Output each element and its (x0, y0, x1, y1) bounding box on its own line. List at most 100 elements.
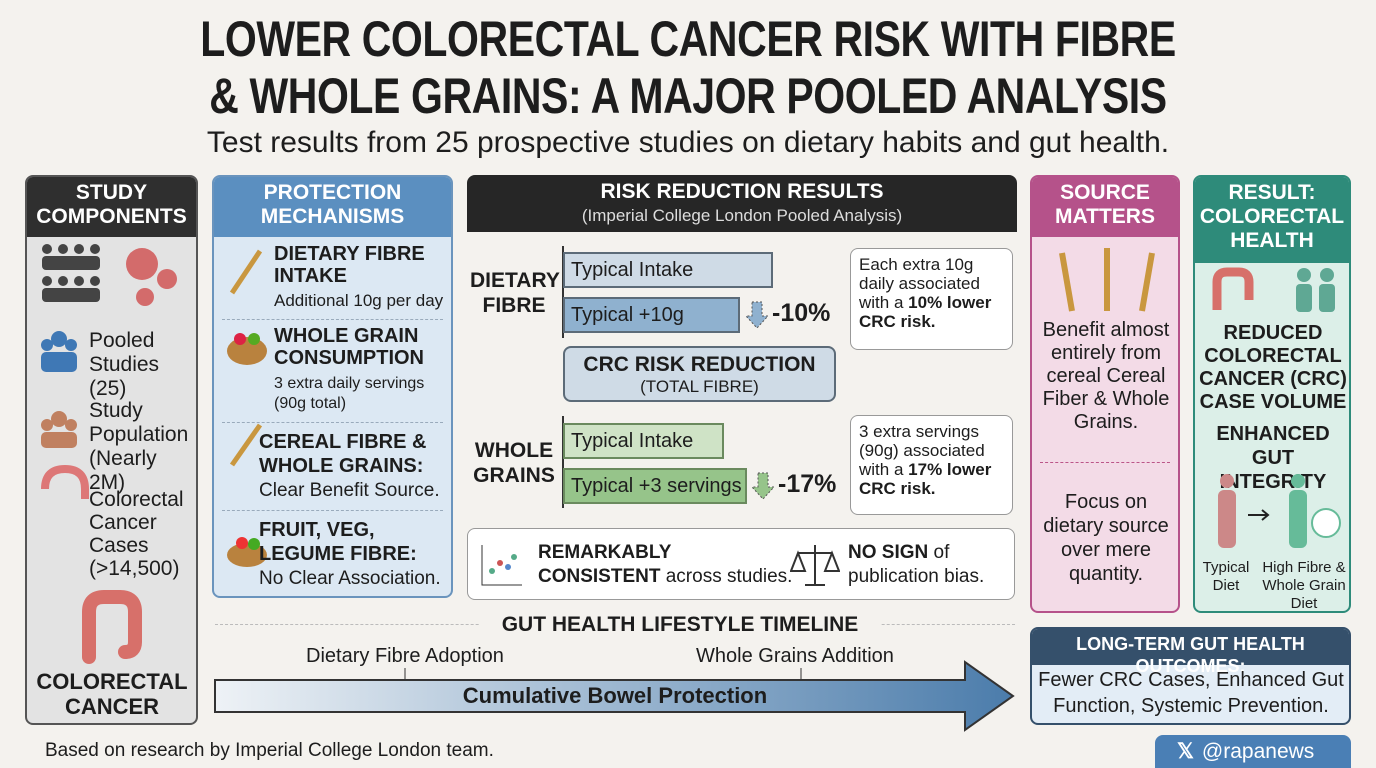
panel-header: STUDY COMPONENTS (27, 177, 196, 237)
shape (42, 288, 100, 302)
result-icons (1212, 267, 1335, 312)
shape (90, 276, 100, 286)
credit: Based on research by Imperial College Lo… (45, 740, 494, 761)
panel-header: RESULT: COLORECTAL HEALTH (1195, 177, 1349, 263)
shape (65, 419, 77, 431)
separator (222, 422, 443, 423)
shape (1212, 267, 1254, 310)
source-benefit: Benefit almost entirely from cereal Cere… (1042, 319, 1170, 433)
scale-icon (790, 545, 840, 586)
shape (248, 538, 260, 550)
shape (65, 339, 77, 351)
shape (236, 537, 248, 549)
axis-line (562, 416, 564, 508)
mechanism-heading: CEREAL FIBRE & WHOLE GRAINS: (259, 431, 427, 477)
shape (214, 660, 1015, 732)
mechanism-heading: DIETARY FIBRE INTAKE (274, 243, 425, 287)
shape (1059, 248, 1155, 312)
shape (1289, 490, 1307, 548)
mechanism-detail: Additional 10g per day (274, 291, 444, 310)
panel-header: SOURCE MATTERS (1032, 177, 1178, 237)
separator (222, 319, 443, 320)
shape (505, 564, 511, 570)
separator (1040, 462, 1170, 463)
body-icons (1218, 474, 1341, 548)
shape (1218, 490, 1236, 548)
handle-badge: 𝕏 @rapanews (1155, 735, 1351, 768)
shape (227, 337, 267, 365)
source-panel: SOURCE MATTERS Benefit almost entirely f… (1030, 175, 1180, 613)
shape (1220, 474, 1234, 488)
risk-header: RISK REDUCTION RESULTS (Imperial College… (467, 175, 1017, 232)
shape (1311, 508, 1341, 538)
shape (511, 554, 517, 560)
result-panel: RESULT: COLORECTAL HEALTH REDUCED COLORE… (1193, 175, 1351, 613)
shape (248, 333, 260, 345)
study-footer: COLORECTAL CANCER (36, 669, 188, 719)
change: -10% (772, 299, 831, 327)
long-term-text: Fewer CRC Cases, Enhanced Gut Function, … (1038, 669, 1344, 717)
shape (489, 568, 495, 574)
down-arrow (745, 301, 769, 329)
wheat-icon (1059, 248, 1155, 312)
title-line: LOWER COLORECTAL CANCER RISK WITH FIBRE (200, 11, 1176, 67)
consistency-rest: across studies. (665, 566, 793, 587)
shape (41, 339, 53, 351)
result-outcome: REDUCED COLORECTAL CANCER (CRC) CASE VOL… (1199, 322, 1347, 413)
shape (481, 545, 522, 586)
cell-icon (126, 248, 177, 306)
risk-subtitle: (Imperial College London Pooled Analysis… (581, 206, 903, 225)
source-focus: Focus on dietary source over mere quanti… (1043, 491, 1169, 585)
scatter-icon (481, 545, 522, 586)
shape (497, 560, 503, 566)
arrow-label: Cumulative Bowel Protection (462, 683, 768, 708)
consistency-strong: REMARKABLY CONSISTENT (538, 542, 672, 587)
study-item: Pooled Studies (25) (89, 329, 160, 400)
shape (51, 331, 67, 347)
diet-label: High Fibre & Whole Grain Diet (1262, 559, 1346, 612)
subtitle: Test results from 25 prospective studies… (206, 126, 1170, 159)
shape (1320, 268, 1334, 282)
shape (41, 352, 77, 372)
diet-label: Typical Diet (1202, 559, 1250, 594)
mechanism-heading: WHOLE GRAIN CONSUMPTION (274, 325, 424, 369)
handle[interactable]: @rapanews (1201, 740, 1315, 763)
note: Each extra 10g daily associated with a 1… (850, 248, 1013, 350)
shape (229, 249, 263, 295)
bar: Typical Intake (563, 423, 724, 459)
shape (42, 256, 100, 270)
shape (1297, 268, 1311, 282)
milestone: Whole Grains Addition (696, 645, 894, 667)
bar: Typical +10g (563, 297, 740, 333)
study-panel: STUDY COMPONENTS Pooled Studies (25) Stu… (25, 175, 198, 725)
note-text: Each extra 10g daily associated with a (859, 255, 980, 312)
mechanism-detail: 3 extra daily servings (90g total) (274, 375, 425, 412)
shape (745, 301, 769, 329)
shape (1319, 284, 1335, 312)
colon-icon (41, 464, 89, 499)
colon-illustration (82, 590, 142, 664)
study-item: Colorectal Cancer Cases (>14,500) (89, 488, 184, 580)
down-arrow (751, 472, 775, 500)
consistency-text: REMARKABLY CONSISTENT across studies. (538, 541, 798, 589)
shape (82, 590, 142, 664)
bias-strong: NO SIGN (848, 542, 929, 563)
shape (1248, 509, 1270, 521)
note: 3 extra servings (90g) associated with a… (850, 415, 1013, 515)
bias-text: NO SIGN of publication bias. (848, 541, 1008, 589)
shape (790, 545, 840, 586)
long-term-box: LONG-TERM GUT HEALTH OUTCOMES: Fewer CRC… (1030, 627, 1351, 725)
note-bold: 17% lower CRC risk. (859, 460, 992, 498)
milestone: Dietary Fibre Adoption (306, 645, 504, 667)
shape (157, 269, 177, 289)
bias-rest: of publication bias. (848, 542, 985, 587)
mechanism-detail: Clear Benefit Source. (259, 480, 440, 501)
group-label: DIETARY FIBRE (470, 269, 560, 317)
change: -17% (778, 470, 837, 498)
shape (41, 419, 53, 431)
study-icons (41, 244, 177, 499)
long-term-title: LONG-TERM GUT HEALTH OUTCOMES: (1032, 629, 1349, 676)
shape (58, 244, 68, 254)
title-line: & WHOLE GRAINS: A MAJOR POOLED ANALYSIS (209, 68, 1167, 124)
